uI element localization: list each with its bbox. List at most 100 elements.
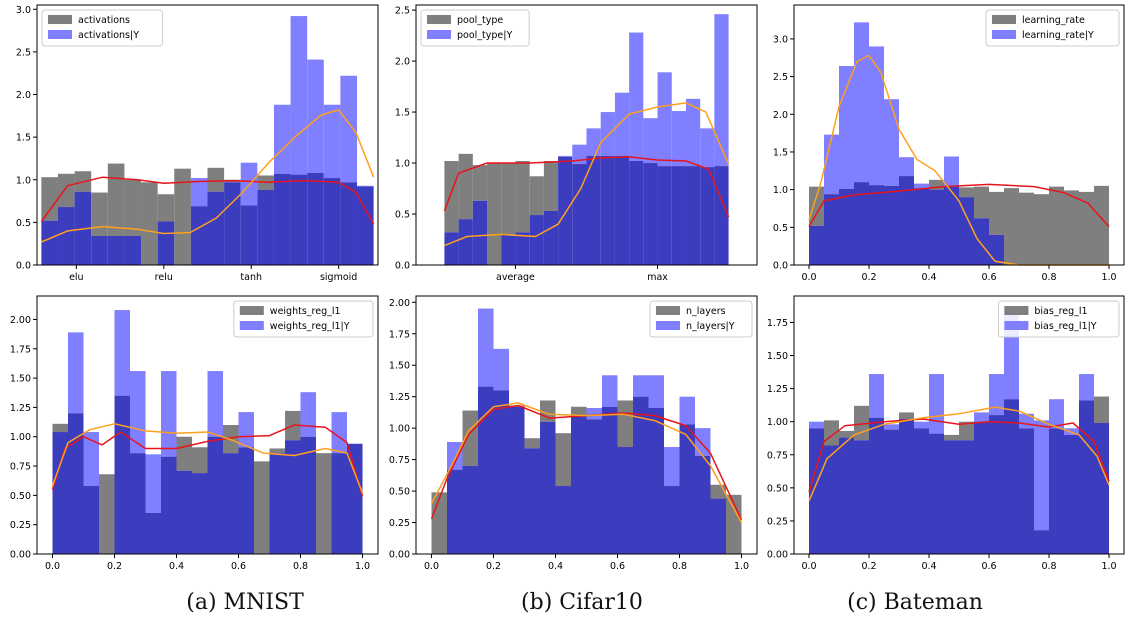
bar-gray-7 [543, 161, 559, 211]
bar-overlap-2 [839, 437, 854, 554]
bar-blue-15 [657, 72, 672, 167]
bar-gray-10 [959, 187, 974, 198]
legend-box [41, 9, 164, 47]
bar-overlap-12 [989, 234, 1004, 265]
x-tick-label: 0.0 [801, 272, 816, 283]
bar-overlap-10 [207, 436, 223, 554]
bar-blue-17 [685, 98, 701, 167]
bar-overlap-0 [809, 225, 824, 265]
bar-blue-12 [238, 412, 254, 448]
bar-overlap-12 [617, 447, 633, 554]
x-tick-label: 0.4 [169, 561, 184, 572]
bar-overlap-14 [269, 453, 285, 554]
bar-blue-12 [989, 374, 1004, 416]
legend-label: activations [78, 15, 130, 26]
legend-swatch [427, 30, 451, 39]
x-tick-label: 0.8 [1041, 272, 1056, 283]
legend-label: learning_rate [1022, 15, 1085, 26]
curve-orange [808, 406, 1110, 502]
bar-gray-14 [269, 448, 285, 454]
bar-gray-14 [1019, 192, 1034, 265]
x-tick-label: 1.0 [734, 561, 749, 572]
bar-overlap-5 [515, 232, 530, 265]
y-tick-label: 1.00 [10, 432, 31, 443]
legend-swatch [656, 321, 680, 330]
bar-overlap-3 [854, 182, 869, 265]
bar-blue-17 [323, 104, 341, 179]
y-tick-label: 1.00 [389, 424, 410, 435]
y-tick-label: 1.75 [767, 318, 788, 329]
bar-overlap-6 [524, 448, 540, 554]
bar-blue-4 [869, 46, 884, 186]
legend-label: activations|Y [78, 30, 139, 41]
bar-blue-14 [648, 375, 664, 409]
bar-blue-16 [300, 392, 316, 437]
bar-blue-15 [1034, 420, 1049, 531]
bar-overlap-4 [869, 417, 884, 554]
x-tick-label: 0.6 [231, 561, 246, 572]
x-tick-label: 0.6 [981, 272, 996, 283]
y-tick-label: 2.0 [395, 57, 410, 68]
bar-gray-9 [192, 447, 208, 474]
y-tick-label: 1.5 [16, 133, 31, 144]
bar-blue-16 [671, 111, 686, 167]
bar-overlap-17 [1064, 434, 1079, 554]
bar-gray-12 [617, 400, 633, 448]
bar-overlap-0 [52, 432, 68, 554]
y-tick-label: 0.0 [773, 261, 788, 272]
chart-panel-5: 0.00 0.25 0.50 0.75 1.00 1.25 1.50 1.75 0.0 0.2 0.… [767, 295, 1125, 572]
bar-blue-18 [340, 75, 358, 183]
bar-overlap-11 [223, 453, 239, 554]
bar-blue-2 [839, 66, 854, 189]
bar-overlap-14 [1019, 428, 1034, 554]
bar-blue-4 [114, 310, 130, 396]
bar-gray-0 [444, 161, 459, 233]
curve-red [51, 424, 364, 497]
bar-overlap-6 [899, 176, 914, 265]
bar-overlap-5 [509, 406, 525, 554]
bar-overlap-14 [273, 173, 291, 265]
y-tick-label: 1.5 [773, 147, 788, 158]
legend: n_layers n_layers|Y [649, 300, 753, 338]
bar-blue-10 [586, 408, 602, 420]
bar-gray-2 [472, 165, 488, 201]
bar-blue-2 [83, 432, 99, 486]
bar-gray-13 [254, 461, 270, 554]
bar-overlap-17 [695, 455, 711, 554]
x-tick-label: 0.0 [801, 561, 816, 572]
bar-blue-19 [714, 14, 729, 167]
bar-overlap-10 [959, 440, 974, 554]
legend-label: n_layers|Y [686, 321, 735, 332]
chart-panel-2: 0.0 0.5 1.0 1.5 2.0 2.5 3.0 0.0 0.2 0.4 0.6 0.8 1.0 l… [773, 4, 1125, 283]
y-tick-label: 3.0 [773, 34, 788, 45]
bar-gray-3 [91, 192, 108, 237]
bar-gray-8 [555, 433, 571, 487]
bar-overlap-16 [679, 424, 695, 554]
legend-swatch [48, 15, 72, 24]
bar-overlap-11 [600, 155, 615, 265]
bar-blue-6 [899, 157, 914, 177]
curve-red [808, 418, 1110, 493]
bar-overlap-5 [884, 429, 899, 554]
y-tick-label: 2.5 [395, 6, 410, 17]
legend-label: pool_type [457, 15, 503, 26]
bar-blue-9 [190, 178, 208, 207]
x-tick-label: max [647, 272, 668, 283]
y-tick-label: 3.0 [16, 5, 31, 16]
bar-overlap-0 [444, 232, 459, 265]
y-tick-label: 1.0 [773, 185, 788, 196]
y-tick-label: 0.5 [16, 218, 31, 229]
curve-orange [51, 423, 364, 494]
y-tick-label: 0.75 [767, 450, 788, 461]
bar-blue-5 [884, 424, 899, 430]
bar-blue-3 [478, 308, 494, 387]
legend-box [233, 300, 374, 338]
x-tick-label: 0.6 [610, 561, 625, 572]
bar-overlap-12 [989, 415, 1004, 554]
y-tick-label: 0.00 [10, 550, 31, 561]
bar-overlap-4 [107, 236, 125, 265]
bar-overlap-11 [974, 218, 989, 265]
legend-swatch [239, 321, 264, 330]
bar-gray-8 [176, 436, 192, 471]
